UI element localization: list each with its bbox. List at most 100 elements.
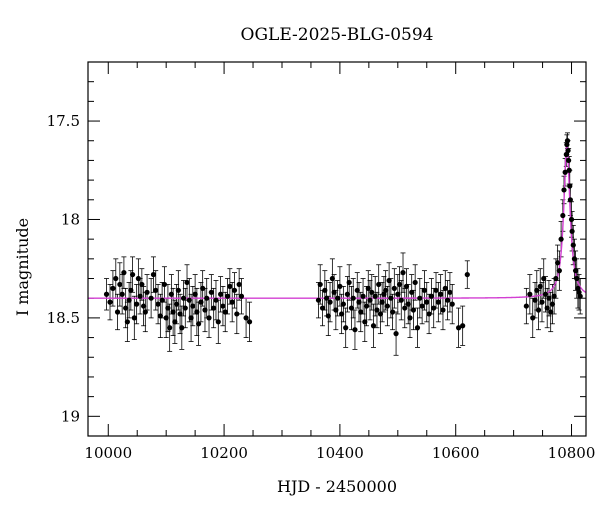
data-point	[234, 311, 240, 317]
data-point	[575, 285, 581, 291]
data-point	[167, 325, 173, 331]
data-point	[377, 311, 384, 317]
data-point	[561, 187, 567, 193]
data-point	[534, 287, 540, 293]
data-point	[363, 303, 370, 309]
data-point	[134, 301, 140, 307]
x-tick-label: 10600	[432, 444, 480, 462]
data-point	[570, 242, 576, 248]
axis-ticks	[88, 61, 586, 437]
data-point	[568, 216, 575, 223]
data-point	[438, 291, 444, 297]
data-point	[170, 309, 176, 315]
data-point	[532, 297, 538, 303]
data-point	[440, 307, 446, 313]
data-point	[175, 287, 181, 293]
data-point	[370, 323, 377, 329]
data-point	[384, 303, 390, 309]
data-point	[340, 301, 346, 307]
data-point	[165, 305, 171, 311]
data-point	[433, 287, 439, 293]
data-point	[576, 289, 582, 295]
data-point	[206, 315, 212, 321]
data-point	[565, 147, 571, 154]
data-point	[220, 303, 226, 309]
x-axis-label: HJD - 2450000	[277, 477, 397, 496]
x-tick-label: 10800	[548, 444, 596, 462]
data-point	[200, 285, 206, 291]
data-point	[213, 297, 219, 303]
data-point	[365, 285, 371, 291]
plot-frame	[87, 61, 587, 437]
data-point	[447, 289, 453, 295]
data-point	[460, 323, 466, 329]
data-point	[393, 331, 399, 337]
data-point	[548, 309, 554, 315]
data-point	[161, 281, 168, 288]
data-point	[153, 287, 159, 293]
tick-labels: 10000 10200 10400 10600 10800 17.5 18 18.5 19	[47, 112, 596, 462]
data-point	[163, 315, 169, 321]
data-point	[224, 293, 231, 299]
data-point	[317, 281, 323, 288]
data-point	[215, 319, 221, 325]
data-point	[379, 299, 385, 305]
data-point	[431, 305, 437, 311]
data-point	[179, 325, 185, 331]
data-point	[409, 289, 415, 295]
data-point	[218, 291, 224, 297]
data-point	[388, 295, 394, 301]
data-point	[131, 315, 137, 321]
data-point	[344, 291, 351, 297]
data-point	[126, 297, 132, 303]
data-point	[419, 303, 425, 309]
data-point	[184, 279, 190, 286]
data-point	[315, 297, 322, 303]
data-point	[372, 293, 378, 299]
data-point	[202, 307, 208, 313]
data-point	[560, 212, 566, 219]
data-point	[190, 303, 196, 309]
data-point	[236, 281, 242, 288]
data-point	[188, 315, 194, 321]
y-tick-label: 19	[61, 407, 80, 425]
data-point	[386, 277, 392, 284]
data-point	[410, 307, 417, 313]
data-point	[445, 297, 451, 303]
data-point	[128, 287, 134, 293]
data-point	[155, 301, 161, 307]
data-point	[527, 291, 533, 297]
data-point	[192, 291, 198, 297]
data-point	[319, 305, 326, 311]
data-point	[113, 275, 119, 282]
data-point	[350, 295, 356, 301]
data-point	[325, 313, 331, 319]
data-point	[417, 295, 423, 301]
data-point	[148, 295, 154, 301]
data-point	[405, 301, 411, 307]
data-point	[358, 309, 364, 315]
data-point	[227, 283, 233, 289]
data-point	[177, 311, 183, 317]
data-point	[442, 285, 448, 291]
data-point	[407, 315, 413, 321]
data-point	[159, 297, 165, 303]
data-points	[103, 138, 583, 337]
data-point	[173, 301, 180, 307]
data-point	[339, 311, 345, 317]
data-point	[395, 291, 401, 297]
x-tick-label: 10400	[316, 444, 364, 462]
data-point	[572, 268, 579, 274]
data-point	[369, 289, 375, 295]
data-point	[535, 307, 542, 313]
y-tick-label: 17.5	[47, 112, 80, 130]
data-point	[346, 279, 352, 286]
data-point	[569, 228, 575, 234]
data-point	[542, 291, 549, 297]
data-point	[144, 289, 150, 295]
data-point	[563, 151, 569, 158]
data-point	[329, 275, 335, 282]
data-point	[362, 319, 368, 325]
data-point	[114, 309, 121, 315]
